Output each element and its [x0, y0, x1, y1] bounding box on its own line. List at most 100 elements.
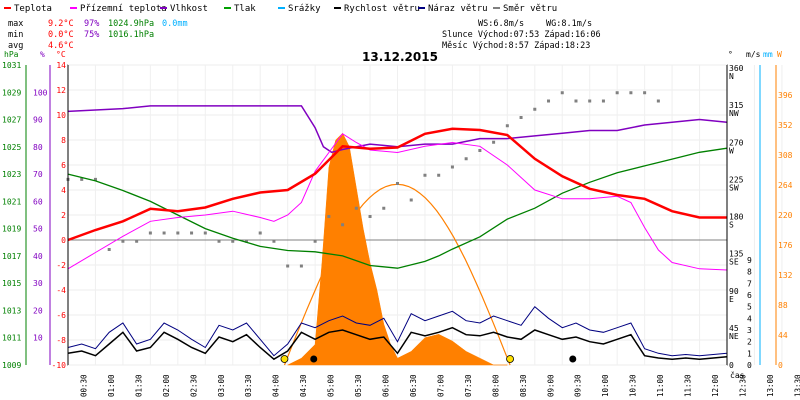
- moonrise-marker: [310, 355, 318, 363]
- tick-ms: 2: [747, 338, 752, 347]
- legend-label-4: Srážky: [288, 4, 321, 14]
- wind-dir-mark: [560, 91, 564, 95]
- tick-pct: 10: [33, 334, 43, 343]
- tick-deg: 45: [729, 324, 739, 333]
- tick-ms: 0: [747, 361, 752, 370]
- wind-dir-mark: [492, 140, 496, 144]
- series-temperature: [67, 127, 727, 242]
- legend: Teplota Přízemní teplota Vlhkost Tlak Srážky…: [4, 4, 557, 14]
- tick-wm: 132: [778, 271, 793, 280]
- tick-hpa: 1029: [2, 88, 21, 97]
- legend-label-5: Rychlost větru: [344, 4, 420, 14]
- tick-temp: 10: [56, 111, 66, 120]
- stat-avg-label: avg: [8, 41, 23, 51]
- tick-ms: 1: [747, 349, 752, 358]
- tick-temp: -2: [56, 261, 66, 270]
- x-tick-label: 09:30: [574, 374, 583, 397]
- stat-min-press: 1016.1hPa: [108, 30, 154, 40]
- x-tick-label: 10:30: [629, 374, 638, 397]
- wind-dir-mark: [547, 99, 551, 103]
- x-tick-label: 08:00: [491, 374, 500, 397]
- axis-units: hPa % °C ° m/s mm W čas: [4, 50, 782, 380]
- tick-deg: 135: [729, 250, 744, 259]
- tick-ms: 9: [747, 256, 752, 265]
- wind-dir-mark: [299, 264, 303, 268]
- chart-title: 13.12.2015: [362, 50, 438, 64]
- wind-dir-mark: [258, 231, 262, 235]
- tick-hpa: 1021: [2, 197, 21, 206]
- tick-wm: 308: [778, 151, 793, 160]
- wind-dir-mark: [107, 248, 111, 251]
- tick-wm: 396: [778, 91, 793, 100]
- tick-deg: 360: [729, 64, 744, 73]
- legend-label-3: Tlak: [234, 4, 256, 14]
- wind-dir-mark: [629, 91, 633, 95]
- tick-temp: 4: [61, 186, 66, 195]
- stat-max-rain: 0.0mm: [162, 19, 188, 29]
- tick-ms: 7: [747, 279, 752, 288]
- tick-dir: E: [729, 295, 734, 304]
- wind-dir-mark: [574, 99, 578, 103]
- tick-dir: SW: [729, 183, 739, 192]
- wind-dir-mark: [643, 91, 647, 95]
- tick-dir: NW: [729, 109, 739, 118]
- tick-ms: 6: [747, 291, 752, 300]
- stat-max-hum: 97%: [84, 19, 99, 29]
- moonset-marker: [569, 355, 577, 363]
- wind-dir-mark: [162, 231, 166, 235]
- tick-pct: 80: [33, 143, 43, 152]
- y-axes: 1009101110131015101710191021102310251027…: [2, 61, 793, 370]
- wind-dir-mark: [286, 264, 290, 268]
- stat-moon: Měsíc Východ:8:57 Západ:18:23: [442, 41, 590, 51]
- stat-wg: WG:8.1m/s: [546, 19, 592, 29]
- tick-wm: 264: [778, 181, 793, 190]
- tick-temp: 8: [61, 136, 66, 145]
- tick-ms: 8: [747, 268, 752, 277]
- stat-avg-temp: 4.6°C: [48, 41, 74, 51]
- wind-dir-mark: [80, 177, 84, 181]
- stat-min-label: min: [8, 30, 23, 40]
- wind-dir-mark: [135, 239, 139, 243]
- tick-pct: 60: [33, 197, 43, 206]
- tick-ms: 3: [747, 326, 752, 335]
- x-tick-label: 12:00: [711, 374, 720, 397]
- wind-dir-mark: [519, 116, 523, 119]
- wind-dir-mark: [464, 157, 468, 161]
- x-tick-label: 02:00: [162, 374, 171, 397]
- x-tick-label: 01:00: [107, 374, 116, 397]
- wind-dir-mark: [533, 107, 537, 111]
- wind-dir-mark: [656, 99, 660, 103]
- tick-hpa: 1027: [2, 116, 21, 125]
- tick-hpa: 1011: [2, 334, 21, 343]
- x-tick-label: 04:30: [299, 374, 308, 397]
- stat-sun: Slunce Východ:07:53 Západ:16:06: [442, 30, 601, 40]
- unit-ms: m/s: [746, 50, 761, 59]
- sunrise-marker: [280, 355, 289, 363]
- tick-hpa: 1019: [2, 225, 21, 234]
- tick-temp: 12: [56, 86, 66, 95]
- x-tick-label: 06:30: [409, 374, 418, 397]
- tick-dir: W: [729, 146, 734, 155]
- x-tick-label: 07:30: [464, 374, 473, 397]
- tick-deg: 225: [729, 175, 744, 184]
- unit-pct: %: [40, 50, 45, 59]
- x-tick-label: 13:30: [793, 374, 800, 397]
- wind-dir-mark: [601, 99, 605, 103]
- wind-dir-mark: [272, 239, 276, 243]
- tick-temp: -4: [56, 286, 66, 295]
- wind-dir-mark: [505, 124, 509, 128]
- tick-temp: 0: [61, 236, 66, 245]
- tick-temp: -8: [56, 336, 66, 345]
- x-tick-label: 13:00: [766, 374, 775, 397]
- tick-hpa: 1017: [2, 252, 21, 261]
- unit-temp: °C: [56, 50, 66, 59]
- wind-dir-mark: [190, 231, 194, 235]
- unit-cas: čas: [730, 370, 745, 380]
- tick-wm: 220: [778, 211, 793, 220]
- tick-wm: 88: [778, 301, 788, 310]
- tick-wm: 0: [778, 361, 783, 370]
- wind-dir-mark: [121, 239, 125, 243]
- x-tick-label: 03:00: [217, 374, 226, 397]
- tick-pct: 30: [33, 279, 43, 288]
